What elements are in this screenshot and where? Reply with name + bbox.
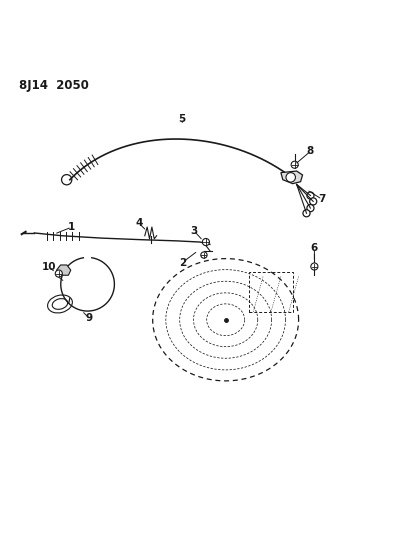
Text: 2: 2 bbox=[179, 257, 186, 268]
Circle shape bbox=[303, 209, 310, 217]
Text: 5: 5 bbox=[179, 114, 186, 124]
Circle shape bbox=[202, 238, 210, 246]
Circle shape bbox=[310, 198, 317, 205]
Text: 3: 3 bbox=[190, 226, 198, 236]
Circle shape bbox=[291, 161, 298, 168]
Circle shape bbox=[286, 173, 296, 182]
Text: 10: 10 bbox=[42, 262, 56, 271]
Circle shape bbox=[307, 205, 314, 212]
Text: 7: 7 bbox=[318, 195, 326, 205]
Circle shape bbox=[311, 263, 318, 270]
Text: 9: 9 bbox=[85, 313, 92, 323]
Text: 8J14  2050: 8J14 2050 bbox=[18, 79, 88, 92]
Text: 6: 6 bbox=[311, 243, 318, 253]
Circle shape bbox=[201, 252, 207, 258]
Circle shape bbox=[307, 192, 314, 199]
Text: 8: 8 bbox=[307, 147, 314, 156]
Polygon shape bbox=[281, 171, 302, 184]
Circle shape bbox=[62, 175, 72, 185]
Ellipse shape bbox=[52, 298, 68, 309]
Text: 1: 1 bbox=[68, 222, 76, 232]
Ellipse shape bbox=[48, 295, 72, 313]
Polygon shape bbox=[56, 265, 71, 275]
Text: 4: 4 bbox=[135, 218, 142, 228]
Circle shape bbox=[55, 270, 62, 277]
